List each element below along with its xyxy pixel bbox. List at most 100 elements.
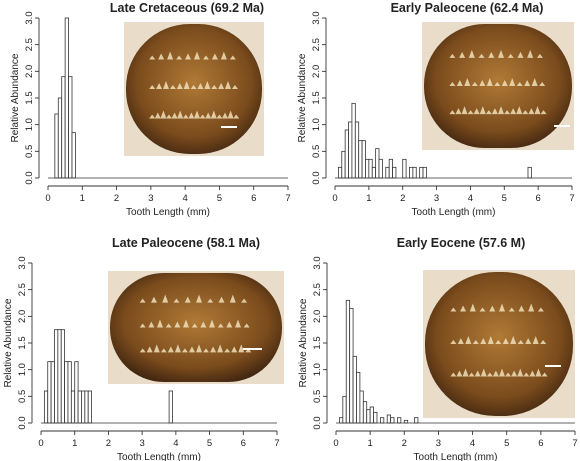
y-tick-label: 3.0 (312, 256, 323, 269)
bar (379, 417, 385, 424)
y-tick-label: 2.5 (17, 283, 28, 296)
chart-panel-4: Early Eocene (57.6 M) 0.0 0.5 1.0 1.5 2.0 2.5 3… (298, 236, 578, 461)
bar (361, 140, 366, 179)
bar (390, 417, 395, 424)
bar (43, 390, 49, 424)
x-axis-label: Tooth Length (mm) (126, 207, 210, 218)
bar (351, 102, 356, 179)
bar (378, 158, 383, 179)
specimen-photo (124, 22, 264, 156)
bar (60, 329, 66, 424)
x-tick-label: 5 (504, 438, 509, 449)
bar (362, 401, 368, 424)
bar (385, 166, 390, 179)
x-tick-label: 4 (470, 438, 475, 449)
x-tick-label: 1 (367, 438, 372, 449)
bar (339, 417, 344, 424)
bar (77, 390, 82, 424)
y-tick-label: 1.5 (24, 91, 35, 104)
bar (341, 150, 346, 179)
bar (369, 406, 374, 424)
bar (348, 121, 353, 179)
x-tick-label: 3 (148, 193, 153, 204)
x-tick-label: 7 (274, 438, 279, 449)
bar (87, 390, 92, 424)
chart-panel-1: Late Cretaceous (69.2 Ma) 0.0 0.5 1.0 1.5 2.0… (10, 1, 291, 218)
x-tick-label: 2 (400, 193, 405, 204)
bar (344, 129, 349, 179)
y-tick-label: 3.0 (311, 11, 322, 24)
y-tick-label: 0.0 (312, 416, 323, 429)
bar (388, 158, 393, 179)
x-tick-label: 7 (285, 193, 290, 204)
bar (70, 390, 76, 424)
bar (368, 158, 373, 179)
x-tick-label: 2 (106, 438, 111, 449)
x-tick-label: 0 (332, 193, 337, 204)
y-tick-label: 0.5 (312, 390, 323, 403)
y-tick-label: 2.0 (17, 310, 28, 323)
bar (64, 17, 69, 179)
bar (386, 414, 392, 424)
bar (168, 390, 173, 424)
bar (373, 411, 378, 424)
chart-panel-3: Late Paleocene (58.1 Ma) 0.0 0.5 1.0 1.5 2.0 2… (3, 236, 284, 461)
bar (356, 371, 361, 424)
bar (337, 166, 343, 179)
bar (358, 140, 363, 179)
bar (402, 158, 407, 179)
bar (345, 299, 351, 424)
y-tick-label: 0.5 (24, 145, 35, 158)
x-tick-label: 7 (569, 193, 574, 204)
bar (375, 148, 380, 179)
x-tick-label: 0 (38, 438, 43, 449)
bar (392, 166, 397, 179)
bar (57, 97, 63, 179)
y-tick-label: 1.0 (17, 363, 28, 376)
x-tick-label: 6 (241, 438, 246, 449)
y-tick-label: 1.5 (17, 336, 28, 349)
bar (74, 361, 79, 424)
x-tick-label: 5 (217, 193, 222, 204)
x-tick-label: 1 (366, 193, 371, 204)
bar (527, 166, 532, 179)
x-axis-label: Tooth Length (mm) (414, 452, 498, 461)
bar (359, 390, 364, 424)
y-tick-label: 2.5 (24, 38, 35, 51)
bar (419, 166, 424, 179)
bar (365, 158, 370, 179)
x-tick-label: 3 (434, 193, 439, 204)
y-tick-label: 1.0 (24, 118, 35, 131)
chart-title: Early Eocene (57.6 M) (397, 236, 526, 250)
x-tick-label: 6 (535, 193, 540, 204)
y-tick-label: 0.0 (17, 416, 28, 429)
y-tick-label: 1.5 (311, 91, 322, 104)
bar (354, 121, 360, 179)
x-tick-label: 2 (402, 438, 407, 449)
bar (61, 76, 66, 179)
bar (57, 329, 62, 424)
y-tick-label: 0.5 (311, 145, 322, 158)
x-tick-label: 4 (468, 193, 473, 204)
x-tick-label: 0 (45, 193, 50, 204)
y-tick-label: 3.0 (24, 11, 35, 24)
x-axis-label: Tooth Length (mm) (117, 452, 201, 461)
bar (422, 166, 427, 179)
y-axis-label: Relative Abundance (297, 53, 308, 142)
y-axis-label: Relative Abundance (3, 298, 14, 387)
x-tick-label: 0 (333, 438, 338, 449)
bar (54, 329, 59, 424)
y-tick-label: 2.0 (311, 65, 322, 78)
y-tick-label: 2.0 (24, 65, 35, 78)
bar (68, 76, 73, 179)
bar (47, 361, 52, 424)
y-tick-label: 2.0 (312, 310, 323, 323)
chart-title: Late Cretaceous (69.2 Ma) (110, 1, 264, 15)
bar (409, 166, 414, 179)
x-tick-label: 6 (538, 438, 543, 449)
y-axis-label: Relative Abundance (10, 53, 21, 142)
x-tick-label: 4 (182, 193, 187, 204)
chart-panel-2: Early Paleocene (62.4 Ma) 0.0 0.5 1.0 1.5 2.0… (297, 1, 575, 218)
chart-title: Late Paleocene (58.1 Ma) (112, 236, 260, 250)
